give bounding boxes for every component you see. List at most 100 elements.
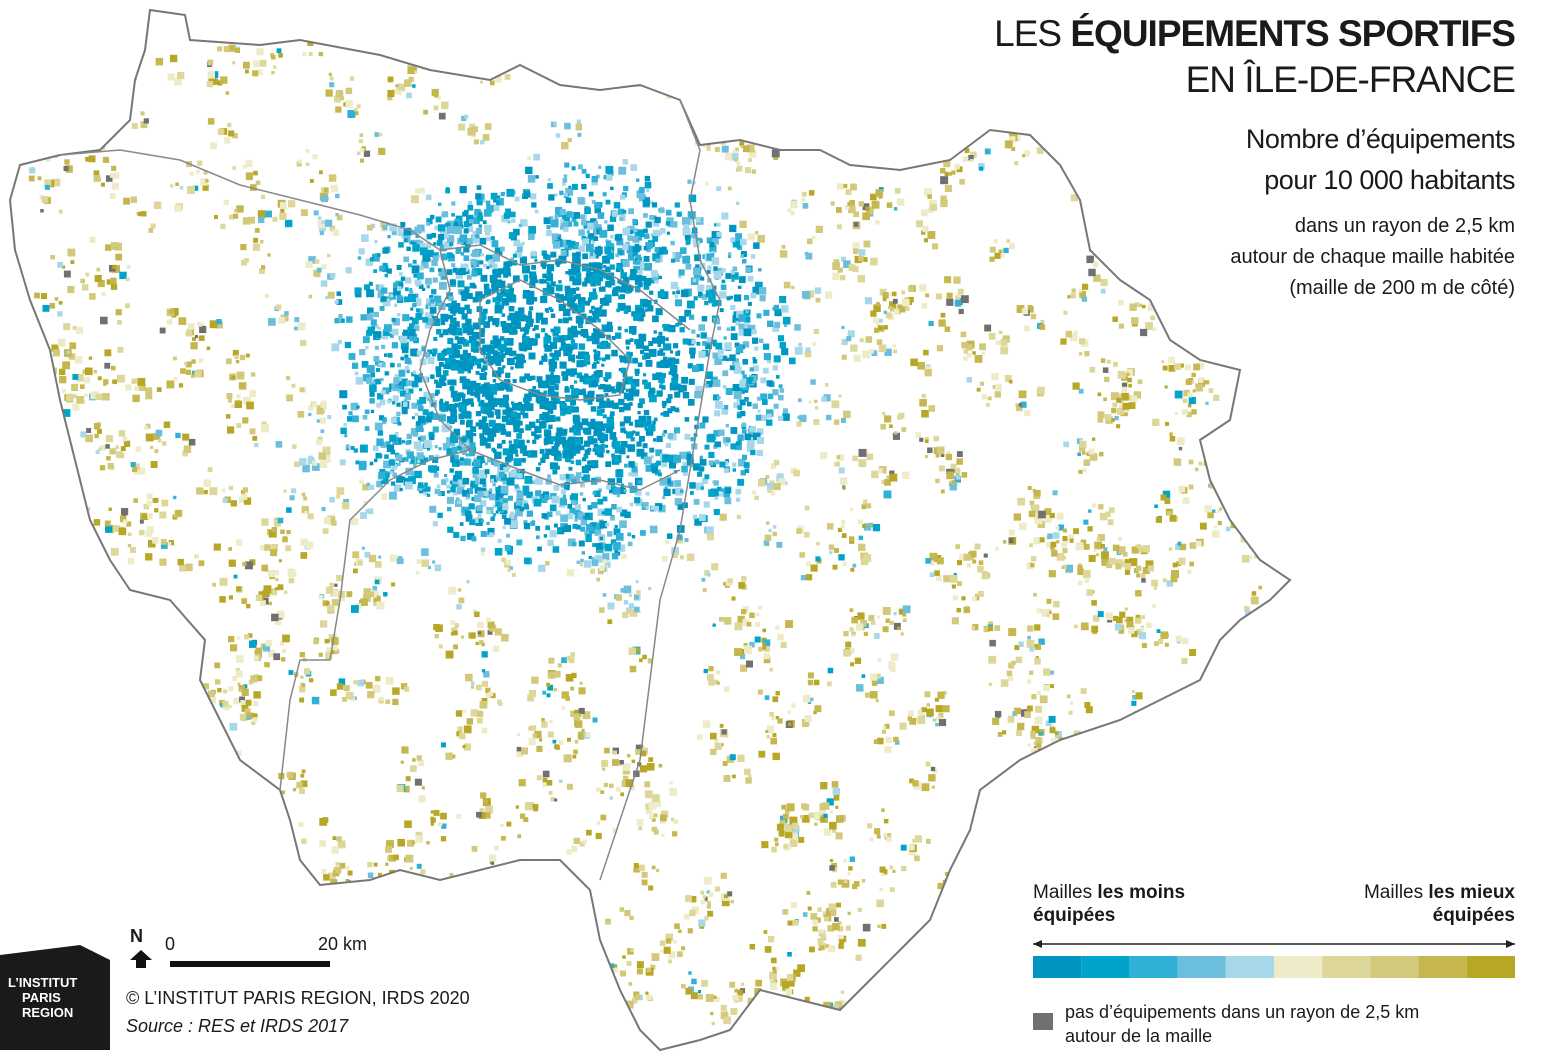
grid-cell	[637, 411, 641, 415]
grid-cell	[1229, 656, 1234, 662]
grid-cell	[135, 672, 142, 679]
grid-cell	[506, 533, 510, 538]
grid-cell	[1194, 833, 1199, 838]
grid-cell	[93, 170, 100, 177]
grid-cell	[735, 233, 742, 241]
grid-cell	[884, 479, 891, 486]
grid-cell	[626, 960, 632, 966]
grid-cell	[985, 1018, 992, 1025]
grid-cell	[178, 317, 187, 325]
grid-cell	[587, 460, 592, 465]
grid-cell	[705, 342, 712, 350]
grid-cell	[265, 210, 272, 218]
grid-cell	[423, 59, 430, 65]
grid-cell	[569, 384, 574, 389]
grid-cell	[723, 686, 730, 692]
grid-cell	[687, 338, 695, 346]
grid-cell	[80, 95, 88, 103]
grid-cell	[568, 1024, 577, 1033]
grid-cell	[568, 240, 576, 248]
grid-cell	[634, 368, 640, 374]
grid-cell	[1107, 519, 1114, 526]
grid-cell	[352, 362, 359, 369]
grid-cell	[870, 193, 877, 201]
grid-cell	[1197, 319, 1202, 324]
grid-cell	[819, 809, 826, 816]
grid-cell	[574, 408, 579, 413]
grid-cell	[62, 409, 71, 417]
grid-cell	[871, 350, 878, 356]
grid-cell	[655, 308, 663, 316]
grid-cell	[667, 394, 673, 399]
grid-cell	[1163, 264, 1169, 270]
grid-cell	[56, 501, 63, 508]
grid-cell	[317, 216, 322, 220]
grid-cell	[924, 369, 932, 377]
grid-cell	[402, 314, 410, 322]
grid-cell	[172, 748, 177, 753]
grid-cell	[198, 730, 204, 736]
grid-cell	[450, 455, 458, 463]
grid-cell	[690, 491, 694, 495]
grid-cell	[288, 877, 295, 885]
grid-cell	[1066, 133, 1072, 138]
grid-cell	[124, 778, 131, 785]
grid-cell	[1235, 794, 1239, 798]
grid-cell	[1292, 992, 1297, 997]
grid-cell	[155, 57, 164, 66]
grid-cell	[541, 513, 548, 519]
grid-cell	[862, 499, 868, 504]
grid-cell	[645, 991, 649, 995]
grid-cell	[550, 342, 558, 350]
grid-cell	[395, 895, 399, 899]
grid-cell	[480, 374, 485, 379]
grid-cell	[380, 361, 386, 368]
grid-cell	[174, 732, 182, 740]
grid-cell	[558, 280, 562, 284]
grid-cell	[492, 504, 496, 508]
grid-cell	[381, 895, 387, 901]
grid-cell	[1189, 561, 1194, 567]
grid-cell	[596, 262, 603, 270]
grid-cell	[528, 690, 536, 698]
grid-cell	[407, 66, 416, 75]
grid-cell	[580, 214, 585, 220]
grid-cell	[1131, 149, 1138, 156]
grid-cell	[571, 1016, 580, 1025]
grid-cell	[396, 475, 404, 483]
grid-cell	[765, 475, 770, 479]
grid-cell	[882, 626, 889, 633]
grid-cell	[889, 292, 894, 297]
grid-cell	[495, 490, 504, 498]
grid-cell	[718, 128, 727, 136]
grid-cell	[334, 648, 340, 654]
grid-cell	[1137, 754, 1143, 761]
grid-cell	[660, 412, 664, 416]
grid-cell	[187, 745, 194, 752]
grid-cell	[484, 872, 488, 876]
grid-cell	[491, 285, 499, 293]
grid-cell	[101, 887, 106, 893]
grid-cell	[880, 50, 884, 55]
grid-cell	[547, 183, 553, 189]
grid-cell	[699, 458, 707, 466]
grid-cell	[1187, 271, 1193, 278]
grid-cell	[672, 373, 679, 380]
grid-cell	[695, 217, 701, 223]
grid-cell	[468, 355, 475, 363]
grid-cell	[294, 884, 302, 892]
grid-cell	[384, 454, 389, 459]
grid-cell	[899, 722, 907, 730]
grid-cell	[419, 358, 427, 366]
grid-cell	[560, 514, 568, 523]
grid-cell	[271, 54, 276, 60]
grid-cell	[661, 385, 666, 390]
grid-cell	[635, 371, 640, 376]
grid-cell	[461, 289, 470, 298]
grid-cell	[773, 459, 780, 466]
grid-cell	[519, 993, 526, 1000]
grid-cell	[503, 267, 511, 276]
grid-cell	[626, 245, 635, 254]
grid-cell	[556, 456, 561, 462]
